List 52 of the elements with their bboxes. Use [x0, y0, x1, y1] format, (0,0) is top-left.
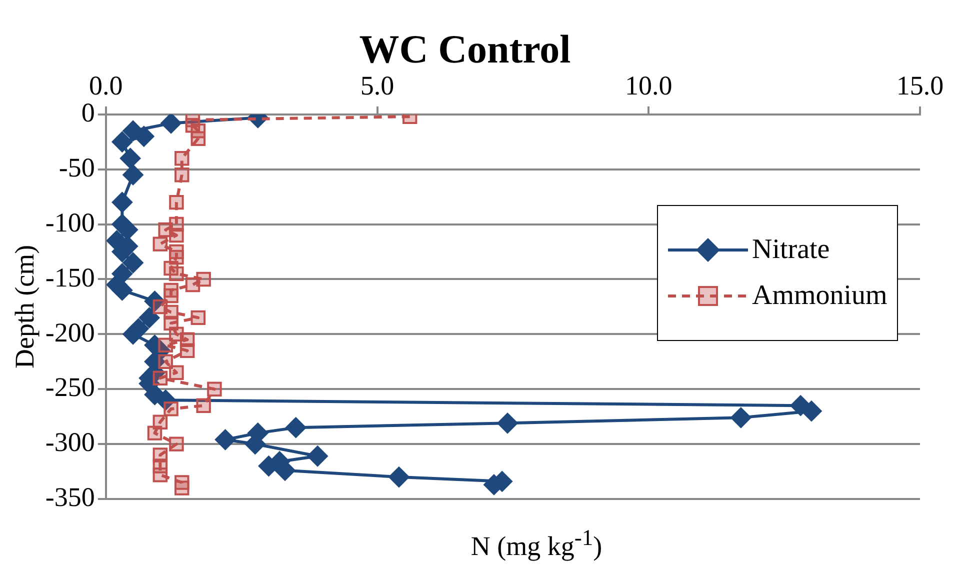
- point: [160, 114, 182, 134]
- point: [144, 290, 166, 312]
- point: [152, 370, 168, 386]
- point: [169, 436, 184, 452]
- chart-title: WC Control: [359, 26, 571, 72]
- point: [174, 167, 190, 182]
- y-tick-label: -50: [58, 152, 95, 182]
- point: [169, 365, 184, 380]
- x-axis-title: N (mg kg$^{-1}$): [470, 525, 604, 562]
- point: [122, 164, 144, 186]
- point: [120, 148, 141, 169]
- point: [169, 266, 184, 282]
- y-axis-title: Depth (cm): [9, 244, 40, 369]
- legend-label: Nitrate: [752, 234, 830, 266]
- y-tick-label: -200: [45, 317, 95, 348]
- point: [196, 398, 211, 413]
- point: [388, 466, 410, 488]
- point: [155, 390, 176, 411]
- point: [138, 307, 160, 328]
- point: [152, 236, 168, 252]
- y-tick-label: -250: [45, 372, 95, 402]
- point: [207, 382, 222, 396]
- point: [190, 310, 206, 326]
- point: [285, 417, 306, 438]
- legend-label: Ammonium: [752, 280, 888, 312]
- y-tick-label: -100: [45, 207, 95, 238]
- x-tick-label: 15.0: [896, 70, 944, 100]
- point: [169, 194, 184, 210]
- y-tick-label: -300: [45, 427, 95, 458]
- point: [214, 429, 236, 450]
- point: [112, 131, 133, 152]
- point: [158, 354, 173, 370]
- point: [180, 343, 195, 358]
- point: [190, 131, 206, 146]
- point: [112, 192, 133, 213]
- point: [164, 288, 178, 304]
- point: [307, 446, 328, 467]
- x-tick-label: 5.0: [360, 70, 394, 100]
- x-tick-label: 10.0: [625, 70, 672, 100]
- point: [185, 277, 200, 292]
- point: [164, 402, 178, 416]
- y-tick-label: -150: [45, 262, 95, 292]
- point: [147, 426, 162, 440]
- point: [169, 228, 184, 243]
- point: [174, 150, 190, 166]
- point: [122, 324, 144, 345]
- point: [122, 252, 144, 274]
- y-tick-label: -350: [45, 482, 95, 512]
- point: [497, 412, 518, 434]
- point: [152, 467, 168, 482]
- point: [174, 480, 190, 496]
- point: [730, 407, 752, 428]
